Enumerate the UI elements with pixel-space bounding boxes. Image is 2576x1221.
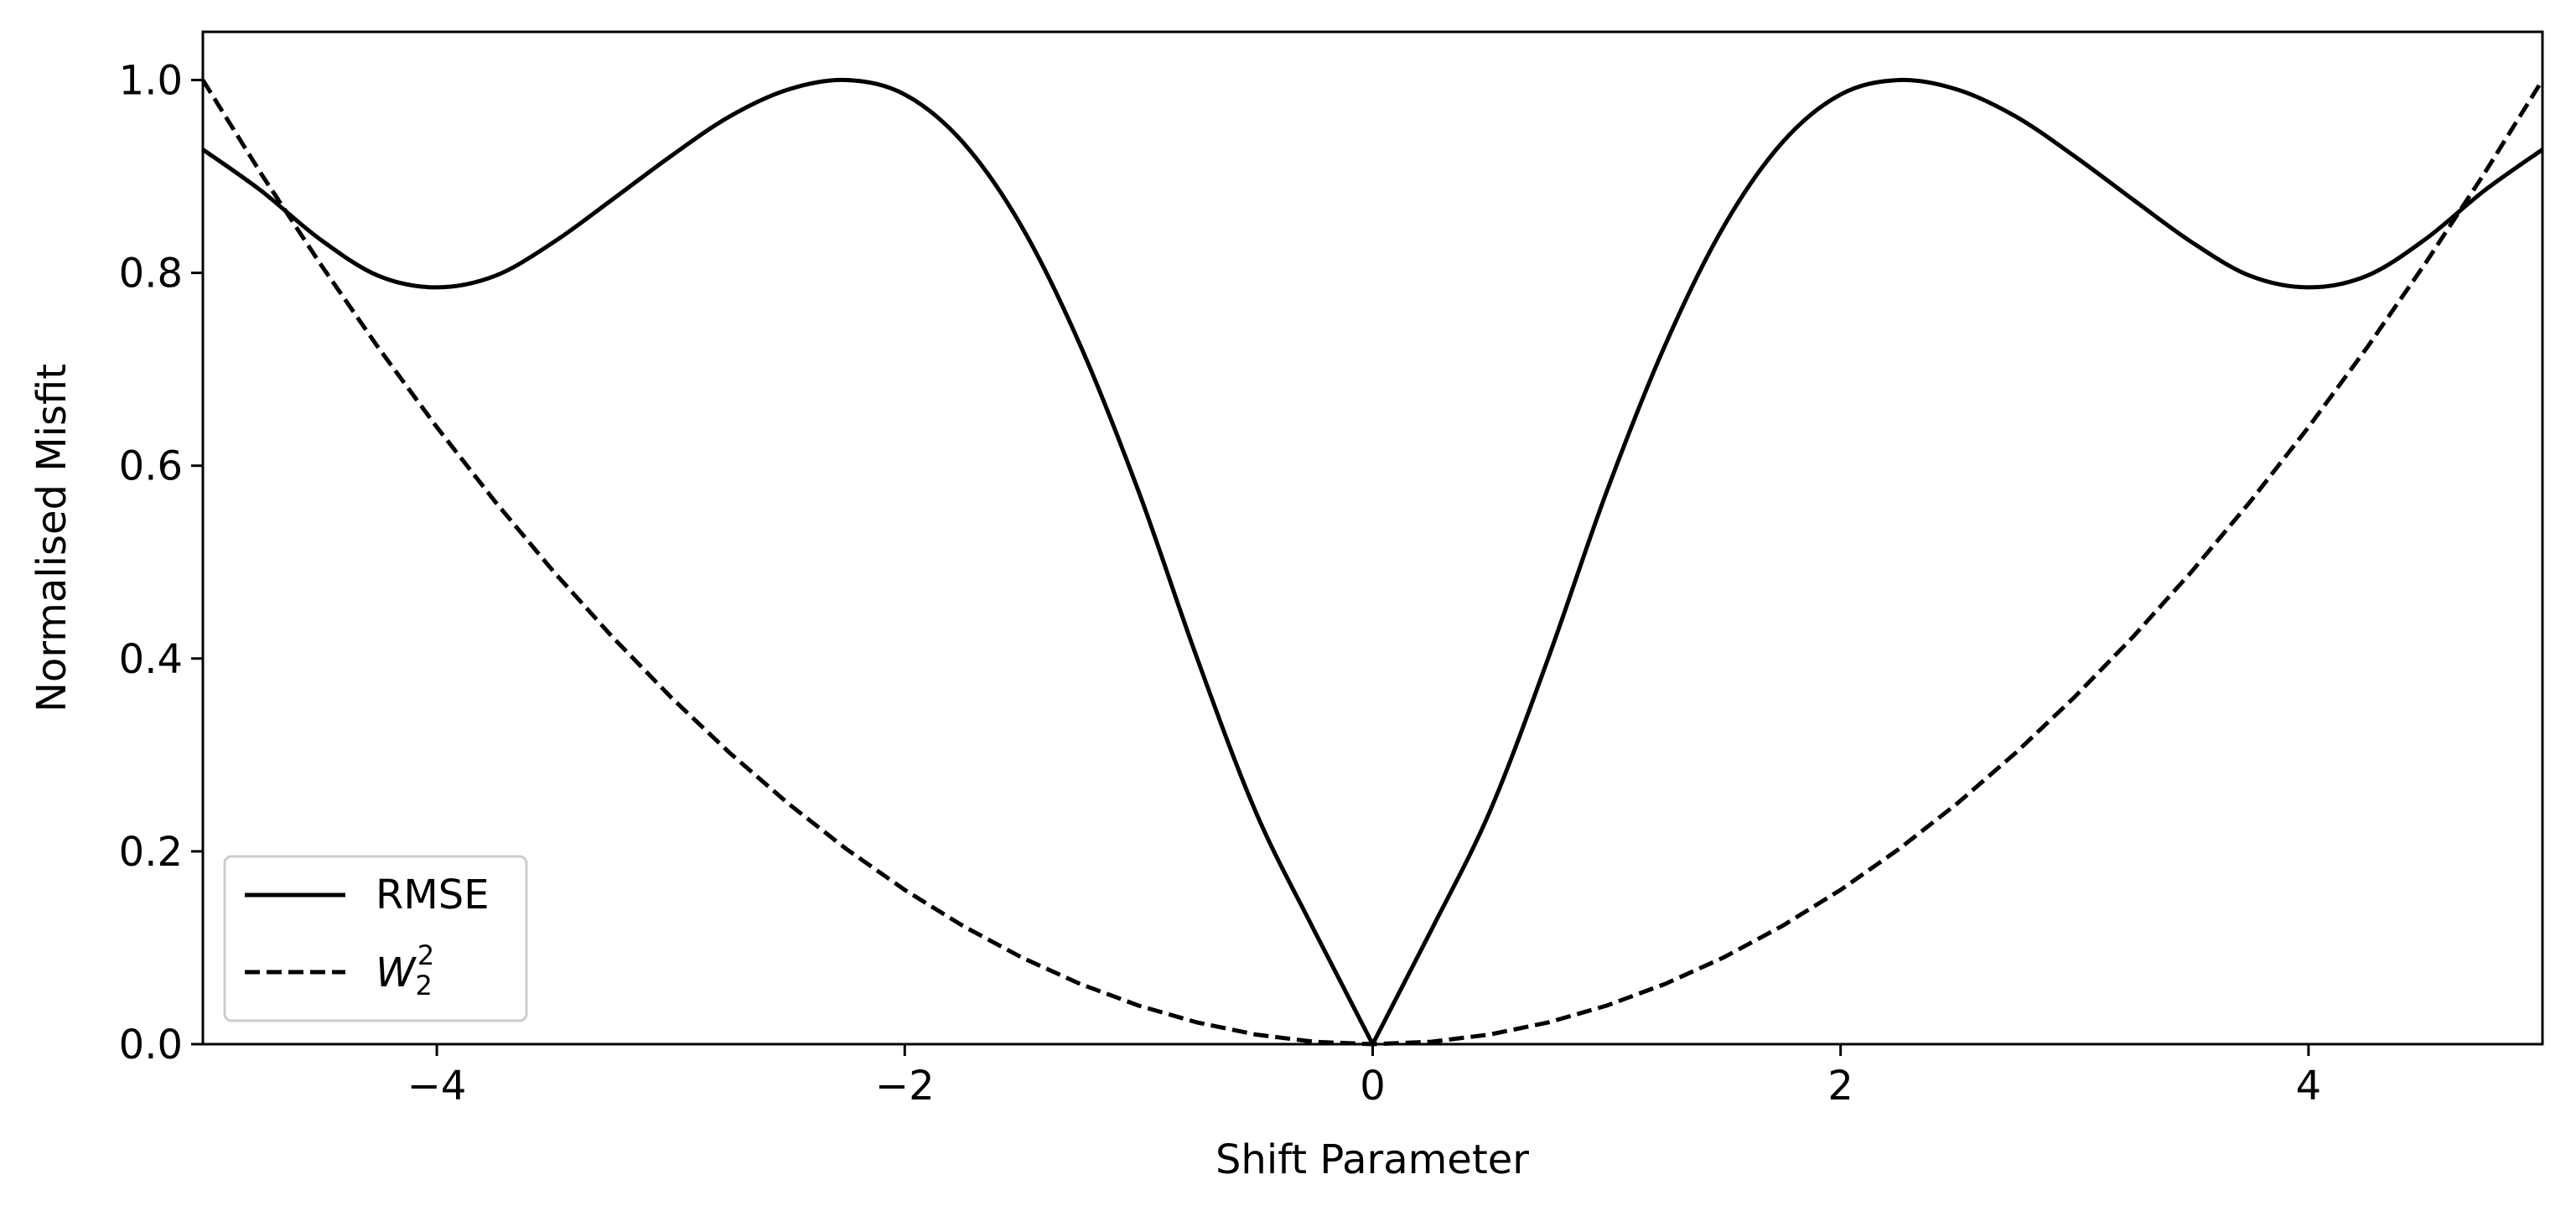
legend-label-w2: W22 <box>376 939 434 1001</box>
x-axis-label: Shift Parameter <box>1215 1136 1529 1183</box>
legend-label-w2-base: W <box>376 949 417 996</box>
x-tick-label: 0 <box>1360 1063 1386 1110</box>
y-tick-label: 0.6 <box>119 443 183 490</box>
legend-label-w2-sub: 2 <box>415 970 432 1001</box>
legend-label-w2-sup: 2 <box>417 939 434 971</box>
y-tick-label: 1.0 <box>119 58 183 105</box>
legend: RMSE W22 <box>223 855 528 1022</box>
y-axis-label: Normalised Misfit <box>29 364 75 712</box>
y-tick-label: 0.4 <box>119 636 183 683</box>
y-tick-label: 0.8 <box>119 251 183 297</box>
x-tick-label: −4 <box>407 1063 467 1110</box>
series-line-rmse <box>201 77 2544 1047</box>
legend-box <box>223 855 528 1022</box>
x-axis-ticks: −4 −2 0 2 4 <box>407 1044 2321 1110</box>
y-axis-ticks: 0.0 0.2 0.4 0.6 0.8 1.0 <box>119 58 203 1068</box>
plot-background <box>203 32 2542 1044</box>
legend-label-rmse: RMSE <box>376 872 490 918</box>
x-tick-label: −2 <box>875 1063 935 1110</box>
x-tick-label: 4 <box>2296 1063 2322 1110</box>
x-tick-label: 2 <box>1827 1063 1853 1110</box>
y-tick-label: 0.2 <box>119 829 183 876</box>
y-tick-label: 0.0 <box>119 1022 183 1068</box>
